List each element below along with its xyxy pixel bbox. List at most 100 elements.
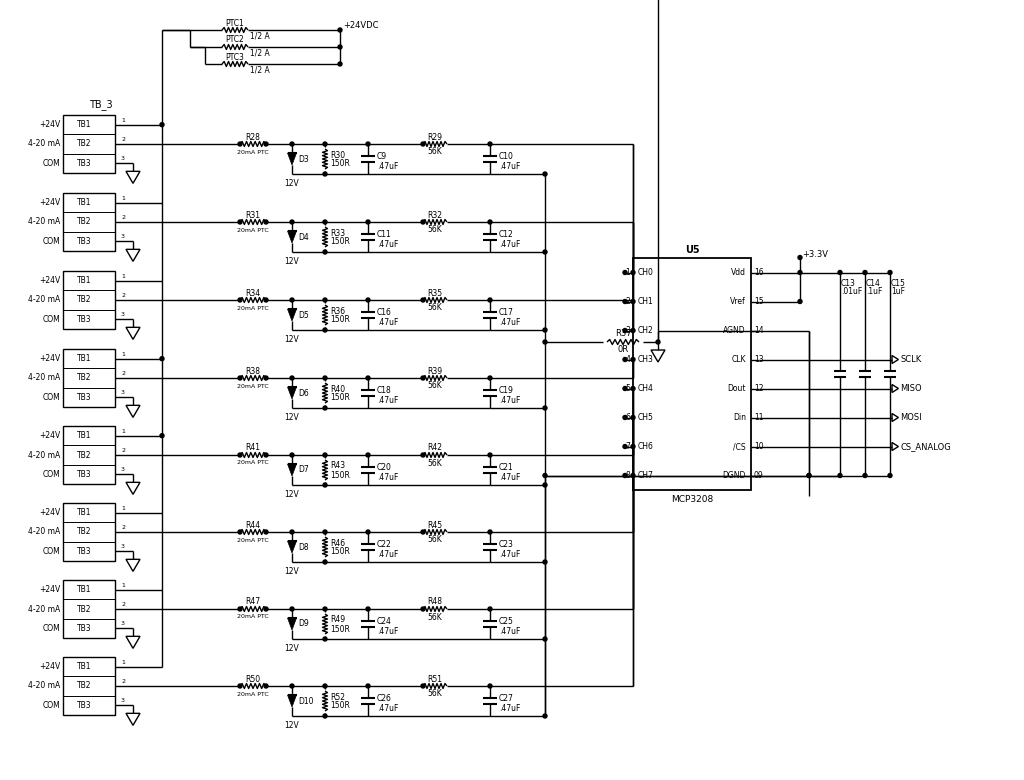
Text: 2: 2 [121,215,125,220]
Text: 150R: 150R [330,393,350,402]
Text: R28: R28 [246,133,260,141]
Text: .1uF: .1uF [866,288,883,296]
Text: R50: R50 [246,675,260,683]
Text: .47uF: .47uF [499,473,520,482]
Circle shape [543,714,547,718]
Circle shape [623,328,627,332]
Text: +3.3V: +3.3V [802,250,828,259]
Text: 12V: 12V [285,179,299,188]
Text: MISO: MISO [900,384,922,393]
Bar [63,503,115,561]
Text: TB1: TB1 [77,354,91,363]
Text: 4-20 mA: 4-20 mA [28,527,60,537]
Circle shape [323,483,327,487]
Text: TB2: TB2 [77,218,91,226]
Circle shape [366,684,370,688]
Circle shape [838,271,842,275]
Circle shape [290,376,294,380]
Circle shape [323,328,327,332]
Text: C17: C17 [499,308,514,317]
Text: 13: 13 [754,355,764,364]
Circle shape [798,271,802,275]
Bar [63,349,115,407]
Circle shape [238,530,242,534]
Text: AGND: AGND [723,326,746,335]
Text: 12V: 12V [285,490,299,499]
Text: CS_ANALOG: CS_ANALOG [900,442,951,451]
Text: TB3: TB3 [77,624,91,633]
Text: 2: 2 [121,293,125,298]
Text: D7: D7 [298,466,309,474]
Text: D6: D6 [298,388,309,398]
Text: R47: R47 [246,597,260,607]
Bar [633,258,751,490]
Circle shape [323,560,327,564]
Text: 16: 16 [754,268,764,277]
Text: .47uF: .47uF [499,550,520,559]
Text: R42: R42 [427,444,442,452]
Text: C22: C22 [377,540,392,549]
Bar [63,580,115,638]
Text: 4-20 mA: 4-20 mA [28,218,60,226]
Text: CH4: CH4 [638,384,654,393]
Text: R43: R43 [330,462,345,470]
Circle shape [160,434,164,438]
Text: C18: C18 [377,386,392,395]
Text: TB1: TB1 [77,120,91,129]
Circle shape [238,607,242,611]
Text: 3: 3 [121,698,125,704]
Circle shape [543,406,547,410]
Text: Dout: Dout [727,384,746,393]
Circle shape [290,220,294,224]
Text: R49: R49 [330,615,345,625]
Text: Din: Din [733,413,746,422]
Circle shape [160,122,164,126]
Text: COM: COM [42,701,60,710]
Text: 2: 2 [121,602,125,607]
Circle shape [631,300,635,303]
Text: 1uF: 1uF [891,288,905,296]
Text: 0R: 0R [617,346,629,354]
Text: U5: U5 [685,245,699,255]
Text: .47uF: .47uF [377,704,398,713]
Text: C14: C14 [866,279,881,289]
Circle shape [543,560,547,564]
Text: COM: COM [42,624,60,633]
Text: 3: 3 [121,390,125,395]
Text: R35: R35 [427,289,442,297]
Text: 150R: 150R [330,237,350,246]
Text: 5: 5 [625,384,630,393]
Text: PTC3: PTC3 [225,52,245,62]
Text: 3: 3 [625,326,630,335]
Text: .01uF: .01uF [841,288,862,296]
Text: +24V: +24V [39,431,60,440]
Circle shape [366,607,370,611]
Circle shape [366,298,370,302]
Circle shape [488,376,492,380]
Text: 56K: 56K [428,459,442,467]
Circle shape [623,271,627,275]
Circle shape [421,376,425,380]
Text: TB2: TB2 [77,296,91,304]
Text: TB2: TB2 [77,682,91,690]
Text: 11: 11 [754,413,764,422]
Circle shape [323,714,327,718]
Text: C12: C12 [499,230,514,239]
Text: .47uF: .47uF [499,396,520,405]
Text: TB2: TB2 [77,527,91,537]
Text: 56K: 56K [428,147,442,157]
Circle shape [543,250,547,254]
Circle shape [323,172,327,176]
Text: 2: 2 [121,525,125,530]
Circle shape [238,142,242,146]
Text: PTC2: PTC2 [225,36,245,44]
Text: COM: COM [42,547,60,556]
Text: R48: R48 [427,597,442,607]
Circle shape [623,357,627,361]
Text: R39: R39 [427,367,442,375]
Circle shape [264,684,268,688]
Text: 12V: 12V [285,567,299,576]
Circle shape [323,142,327,146]
Text: C24: C24 [377,617,392,626]
Text: R36: R36 [330,307,345,315]
